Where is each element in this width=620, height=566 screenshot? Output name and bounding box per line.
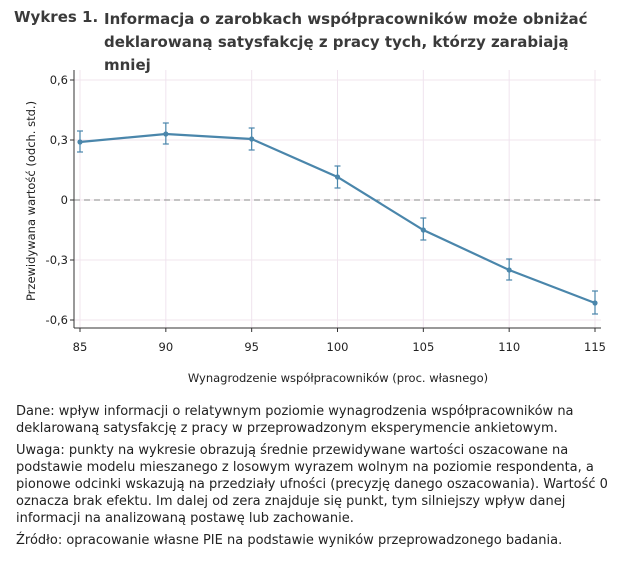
data-point <box>420 227 426 233</box>
x-tick-label: 115 <box>584 340 606 354</box>
x-tick-label: 85 <box>73 340 88 354</box>
x-tick-label: 100 <box>327 340 349 354</box>
figure-label: Wykres 1. <box>14 8 99 26</box>
line-chart: 0,6 0,3 0 -0,3 -0,6 85 90 95 100 105 110 115 Wynagro… <box>24 70 606 385</box>
data-point <box>249 136 255 142</box>
data-point <box>506 267 512 273</box>
y-axis-title: Przewidywana wartość (odch. std.) <box>24 101 38 301</box>
y-tick-label: 0,3 <box>50 133 68 147</box>
data-point <box>77 139 83 145</box>
x-tick-label: 90 <box>159 340 174 354</box>
x-tick-label: 105 <box>412 340 434 354</box>
figure-notes: Dane: wpływ informacji o relatywnym pozi… <box>16 403 608 554</box>
caution-note: Uwaga: punkty na wykresie obrazują średn… <box>16 443 608 526</box>
data-note: Dane: wpływ informacji o relatywnym pozi… <box>16 404 574 436</box>
y-tick-label: 0 <box>61 193 68 207</box>
figure-title: Informacja o zarobkach współpracowników … <box>104 10 588 74</box>
x-tick-label: 95 <box>244 340 259 354</box>
y-tick-label: -0,6 <box>46 313 68 327</box>
data-point <box>592 300 598 306</box>
source-note: Źródło: opracowanie własne PIE na podsta… <box>16 533 563 548</box>
data-point <box>163 131 169 137</box>
data-point <box>334 174 341 180</box>
y-tick-label: 0,6 <box>50 73 68 87</box>
x-tick-label: 110 <box>498 340 520 354</box>
y-tick-label: -0,3 <box>46 253 68 267</box>
x-axis-title: Wynagrodzenie współpracowników (proc. wł… <box>188 371 488 385</box>
